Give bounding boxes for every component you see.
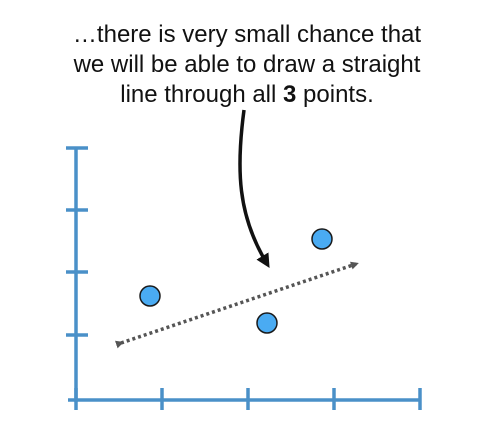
y-axis [66,146,88,402]
caption-line-3-bold-number: 3 [283,81,297,108]
caption-line-3: line through all 3 points. [0,80,494,110]
point-left [139,285,161,307]
point-right [311,228,333,250]
curved-arrow [238,109,270,269]
caption-line-3-suffix: points. [296,81,374,108]
point-middle [256,312,278,334]
caption-line-1: …there is very small chance that [72,21,422,48]
dotted-fit-line [114,261,359,349]
caption: …there is very small chance that we will… [0,20,494,110]
caption-line-3-prefix: line through all [120,81,284,108]
caption-line-2: we will be able to draw a straight [73,51,421,78]
x-axis [68,388,422,410]
